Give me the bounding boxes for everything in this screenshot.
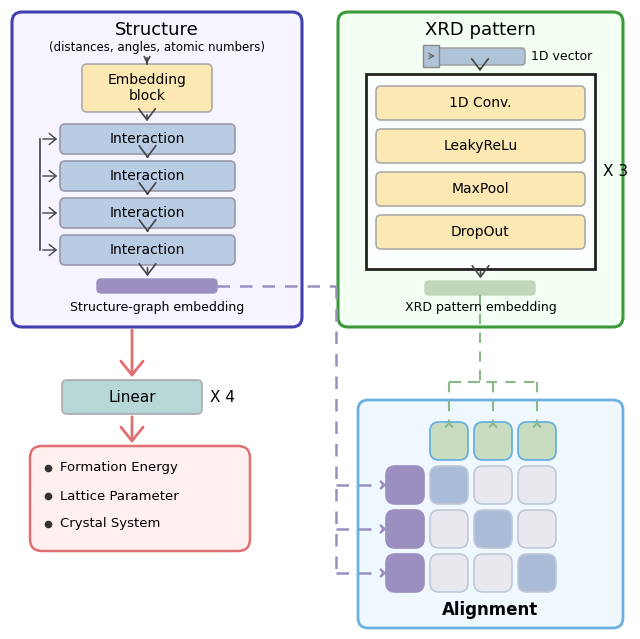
- Text: Interaction: Interaction: [110, 243, 185, 257]
- Text: Structure-graph embedding: Structure-graph embedding: [70, 300, 244, 314]
- Text: DropOut: DropOut: [451, 225, 510, 239]
- Text: Linear: Linear: [108, 390, 156, 404]
- FancyBboxPatch shape: [30, 446, 250, 551]
- FancyBboxPatch shape: [60, 124, 235, 154]
- Text: X 4: X 4: [210, 390, 235, 404]
- Text: Interaction: Interaction: [110, 132, 185, 146]
- Text: Lattice Parameter: Lattice Parameter: [60, 489, 179, 502]
- FancyBboxPatch shape: [376, 215, 585, 249]
- FancyBboxPatch shape: [97, 279, 217, 293]
- FancyBboxPatch shape: [474, 466, 512, 504]
- FancyBboxPatch shape: [474, 554, 512, 592]
- FancyBboxPatch shape: [430, 422, 468, 460]
- FancyBboxPatch shape: [12, 12, 302, 327]
- FancyBboxPatch shape: [430, 466, 468, 504]
- Text: Interaction: Interaction: [110, 206, 185, 220]
- Bar: [366, 74, 595, 269]
- Text: Alignment: Alignment: [442, 601, 539, 619]
- Text: 1D Conv.: 1D Conv.: [449, 96, 512, 110]
- FancyBboxPatch shape: [60, 235, 235, 265]
- FancyBboxPatch shape: [376, 86, 585, 120]
- FancyBboxPatch shape: [435, 48, 525, 65]
- Text: XRD pattern: XRD pattern: [425, 21, 536, 39]
- Text: XRD pattern embedding: XRD pattern embedding: [404, 300, 556, 314]
- FancyBboxPatch shape: [62, 380, 202, 414]
- FancyBboxPatch shape: [518, 422, 556, 460]
- Text: 1D vector: 1D vector: [531, 50, 592, 63]
- FancyBboxPatch shape: [338, 12, 623, 327]
- FancyBboxPatch shape: [474, 510, 512, 548]
- FancyBboxPatch shape: [430, 510, 468, 548]
- FancyBboxPatch shape: [518, 510, 556, 548]
- Text: LeakyReLu: LeakyReLu: [444, 139, 518, 153]
- Text: Embedding
block: Embedding block: [108, 73, 186, 103]
- FancyBboxPatch shape: [376, 172, 585, 206]
- Bar: [423, 45, 439, 67]
- FancyBboxPatch shape: [474, 422, 512, 460]
- Text: MaxPool: MaxPool: [452, 182, 509, 196]
- FancyBboxPatch shape: [386, 554, 424, 592]
- FancyBboxPatch shape: [518, 554, 556, 592]
- FancyBboxPatch shape: [358, 400, 623, 628]
- FancyBboxPatch shape: [518, 466, 556, 504]
- FancyBboxPatch shape: [376, 129, 585, 163]
- Text: Structure: Structure: [115, 21, 199, 39]
- FancyBboxPatch shape: [82, 64, 212, 112]
- Text: (distances, angles, atomic numbers): (distances, angles, atomic numbers): [49, 42, 265, 54]
- Text: Formation Energy: Formation Energy: [60, 461, 178, 475]
- Text: Crystal System: Crystal System: [60, 518, 161, 530]
- FancyBboxPatch shape: [430, 554, 468, 592]
- FancyBboxPatch shape: [386, 466, 424, 504]
- FancyBboxPatch shape: [60, 161, 235, 191]
- FancyBboxPatch shape: [60, 198, 235, 228]
- Text: X 3: X 3: [603, 164, 628, 179]
- FancyBboxPatch shape: [425, 281, 535, 295]
- Text: Interaction: Interaction: [110, 169, 185, 183]
- FancyBboxPatch shape: [386, 510, 424, 548]
